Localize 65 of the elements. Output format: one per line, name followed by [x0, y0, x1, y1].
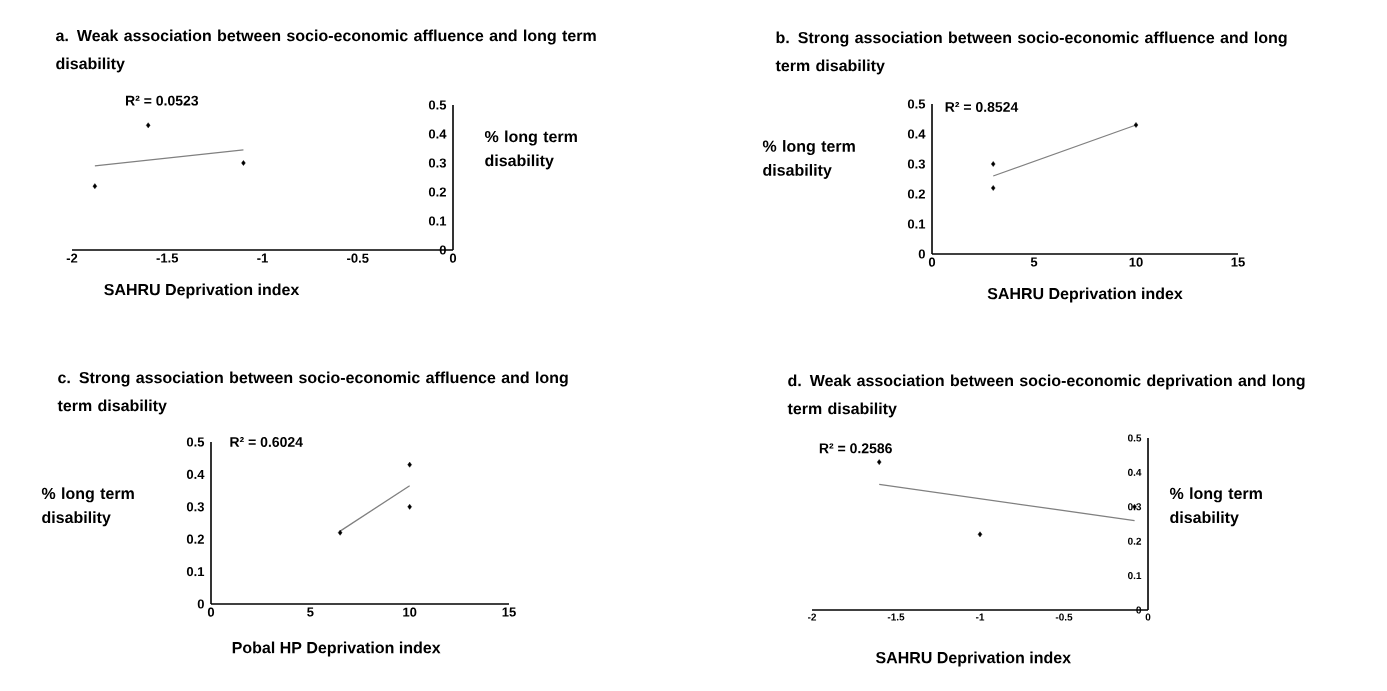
- point: [92, 183, 98, 189]
- y-tick-label: 0.3: [186, 502, 204, 512]
- x-tick-label: -2: [66, 253, 78, 263]
- annotation: R² = 0.0523: [126, 95, 199, 106]
- x-tick-label: -1: [975, 613, 985, 621]
- chart-title: b. Strong association between socio-economic affluence and long term disability: [775, 31, 1287, 75]
- y-tick-label: 0.5: [907, 99, 926, 109]
- annotation: R² = 0.8524: [945, 102, 1019, 112]
- x-tick-label: 0: [928, 257, 936, 267]
- x-tick-label: 15: [1231, 257, 1245, 267]
- x-axis-title: SAHRU Deprivation index: [875, 651, 1071, 667]
- x-tick-label: 15: [502, 607, 516, 617]
- y-tick-label: 0: [197, 599, 204, 609]
- x-tick-label: 0: [1145, 613, 1151, 621]
- x-tick-label: 5: [307, 607, 314, 617]
- y-tick-label: 0.2: [1127, 537, 1142, 545]
- x-tick-label: -1: [257, 253, 268, 263]
- x-axis-title: SAHRU Deprivation index: [987, 287, 1183, 303]
- x-tick-label: 0: [449, 253, 457, 263]
- y-tick-label: 0.5: [186, 437, 205, 447]
- y-tick-label: 0.3: [428, 158, 446, 168]
- y-axis-title: % long term disability: [484, 130, 577, 170]
- y-tick-label: 0.5: [428, 100, 447, 110]
- point: [241, 160, 246, 166]
- chart-title: a. Weak association between socio-economic affluence and long term disability: [56, 29, 596, 73]
- y-tick-label: 0.4: [1127, 468, 1142, 476]
- annotation: R² = 0.2586: [819, 443, 892, 454]
- y-tick-label: 0.1: [1127, 572, 1142, 580]
- y-axis-title: % long term disability: [41, 487, 134, 527]
- y-tick-label: 0.2: [186, 534, 204, 544]
- point: [1133, 122, 1139, 128]
- x-tick-label: 5: [1030, 257, 1038, 267]
- y-tick-label: 0.4: [907, 129, 926, 139]
- y-tick-label: 0.5: [1127, 434, 1142, 442]
- chart-title: d. Weak association between socio-economic deprivation and long term disability: [787, 374, 1305, 418]
- x-tick-label: 10: [403, 607, 417, 617]
- y-tick-label: 0.1: [428, 216, 447, 226]
- annotation: R² = 0.6024: [230, 437, 303, 447]
- y-tick-label: 0.2: [428, 187, 446, 197]
- y-axis-title: % long term disability: [1169, 487, 1262, 527]
- chart-title: c. Strong association between socio-economic affluence and long term disability: [57, 371, 568, 415]
- point: [407, 504, 412, 510]
- point: [407, 461, 412, 468]
- x-tick-label: -1.5: [156, 253, 179, 263]
- x-axis-title: SAHRU Deprivation index: [104, 283, 300, 299]
- point: [877, 459, 882, 465]
- point: [977, 531, 983, 538]
- y-tick-label: 0.1: [907, 219, 926, 229]
- point: [991, 161, 996, 167]
- y-axis-title: % long term disability: [762, 140, 855, 179]
- point: [991, 185, 996, 191]
- x-tick-label: 0: [207, 607, 215, 617]
- x-tick-label: 10: [1129, 257, 1143, 267]
- x-tick-label: -2: [807, 613, 817, 621]
- y-tick-label: 0.4: [186, 469, 205, 479]
- y-tick-label: 0.4: [428, 129, 447, 139]
- y-tick-label: 0.3: [907, 159, 926, 169]
- y-tick-label: 0.2: [907, 189, 925, 199]
- y-tick-label: 0.1: [186, 567, 205, 577]
- point: [337, 529, 343, 536]
- x-tick-label: -0.5: [1055, 613, 1073, 621]
- point: [146, 122, 151, 129]
- x-tick-label: -1.5: [887, 613, 905, 621]
- x-tick-label: -0.5: [347, 253, 369, 263]
- x-axis-title: Pobal HP Deprivation index: [232, 641, 441, 657]
